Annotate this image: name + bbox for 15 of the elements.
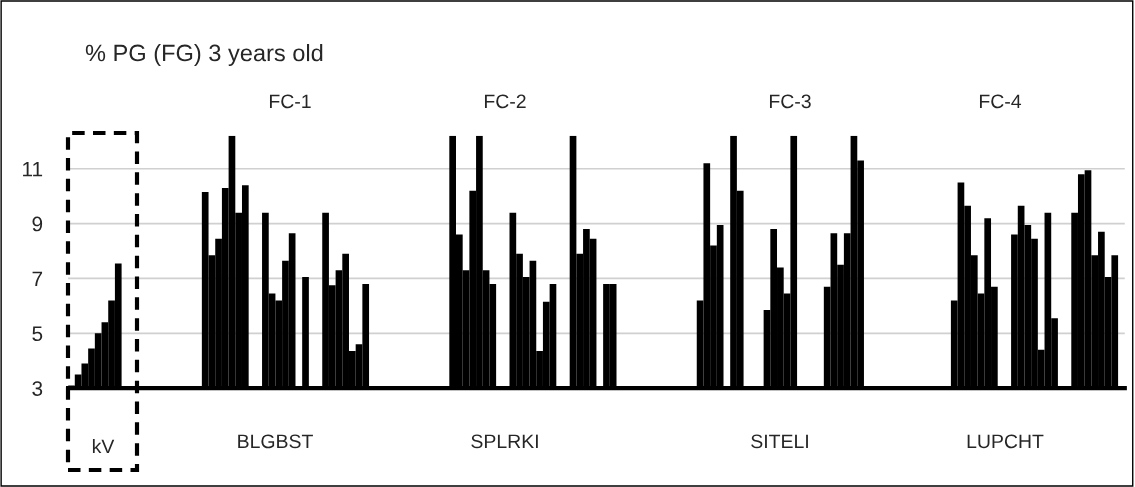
text: SPLRKI [471,434,538,449]
y-tick-label: 9 [32,216,43,232]
chart-title: % PG (FG) 3 years old [85,44,323,66]
text: FC-2 [484,94,526,109]
text: LUPCHT [967,434,1044,449]
text: FC-1 [269,94,311,109]
y-tick-label: 3 [32,381,43,396]
text: kV [92,438,115,454]
y-tick-label: 7 [32,271,43,287]
y-tick-label: 5 [32,326,43,342]
text: FC-3 [769,94,811,109]
text: SITELI [751,434,808,449]
text: BLGBST [238,434,313,449]
y-tick-label: 11 [23,161,43,177]
text: FC-4 [979,94,1022,109]
